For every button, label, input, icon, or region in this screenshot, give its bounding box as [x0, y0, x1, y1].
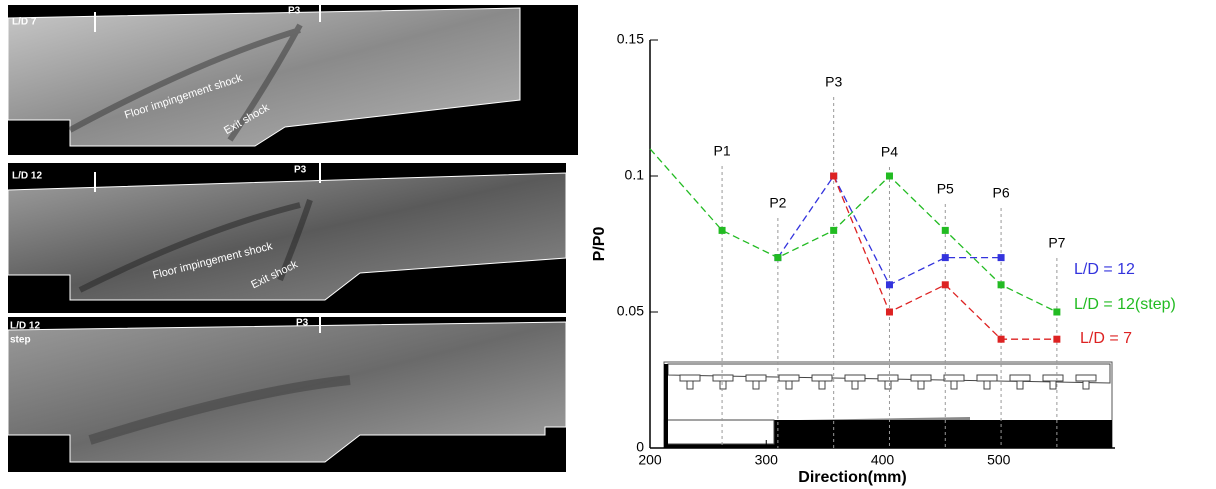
marker [941, 254, 949, 262]
port [712, 374, 734, 382]
series-line [649, 148, 1058, 313]
port-stem [1082, 380, 1090, 390]
x-tick-label: 200 [638, 452, 662, 468]
probe-label: P3 [294, 165, 307, 176]
y-axis-title: P/P0 [591, 227, 608, 262]
port [745, 374, 767, 382]
marker [718, 226, 726, 234]
port [910, 374, 932, 382]
y-tick-label: 0 [636, 439, 644, 455]
schematic-edge [664, 364, 668, 448]
port-stem [983, 380, 991, 390]
plot: 0 0.05 0.1 0.15 200 300 400 500 Direction(mm) P/P… [591, 31, 1176, 487]
port-stem [950, 380, 958, 390]
port [778, 374, 800, 382]
nozzle-schematic [663, 361, 1113, 449]
x-tick-label: 500 [987, 452, 1011, 468]
port [976, 374, 998, 382]
legend-entry: L/D = 12(step) [1074, 296, 1176, 313]
marker [885, 308, 893, 316]
y-tick-label: 0.15 [617, 31, 644, 47]
point-label: P5 [937, 181, 954, 197]
schematic-ramp [800, 417, 970, 420]
port-stem [818, 380, 826, 390]
y-tick-label: 0.05 [617, 303, 644, 319]
x-axis-title: Direction(mm) [798, 469, 906, 486]
x-tick-label: 400 [871, 452, 895, 468]
legend-entry: L/D = 12 [1074, 261, 1135, 278]
port-stem [851, 380, 859, 390]
point-label: P4 [881, 144, 898, 160]
marker [774, 254, 782, 262]
marker [830, 226, 838, 234]
port [679, 374, 701, 382]
marker [997, 281, 1005, 289]
shock-shadow [88, 375, 351, 445]
legend-entry: L/D = 7 [1080, 330, 1132, 347]
marker [1053, 335, 1061, 343]
point-label: P6 [993, 185, 1010, 201]
point-label: P3 [825, 74, 842, 90]
port [844, 374, 866, 382]
port-stem [884, 380, 892, 390]
port [877, 374, 899, 382]
probe-label: P3 [288, 6, 301, 17]
marker [885, 172, 893, 180]
probe-label: P3 [296, 318, 309, 329]
port-stem [1049, 380, 1057, 390]
port-stem [1016, 380, 1024, 390]
port [811, 374, 833, 382]
port [1075, 374, 1097, 382]
port [943, 374, 965, 382]
x-tick-label: 300 [755, 452, 779, 468]
point-label: P7 [1048, 235, 1065, 251]
y-tick-label: 0.1 [625, 167, 645, 183]
marker [830, 172, 838, 180]
panel-label: L/D 12 [10, 321, 40, 332]
panel-image [7, 7, 521, 147]
marker [885, 281, 893, 289]
port [1042, 374, 1064, 382]
shock-shadow [78, 199, 313, 293]
ports [679, 374, 1097, 390]
port-stem [917, 380, 925, 390]
port-stem [752, 380, 760, 390]
point-label: P1 [714, 143, 731, 159]
point-label: P2 [769, 195, 786, 211]
panel-image [7, 172, 567, 301]
marker [997, 335, 1005, 343]
port-stem [719, 380, 727, 390]
panel-label: L/D 7 [12, 17, 37, 28]
marker [1053, 308, 1061, 316]
port [1009, 374, 1031, 382]
shock-shadow [68, 23, 303, 142]
panel-label: L/D 12 [12, 171, 42, 182]
panel-sublabel: step [10, 335, 31, 346]
port-stem [686, 380, 694, 390]
marker [941, 281, 949, 289]
schlieren-panel: L/D 12 P3 Floor impingement shock Exit s… [7, 163, 567, 313]
marker [997, 254, 1005, 262]
marker [941, 226, 949, 234]
port-stem [785, 380, 793, 390]
schlieren-panel: L/D 12 step P3 [7, 317, 567, 472]
schlieren-panel: L/D 7 P3 Floor impingement shock Exit sh… [7, 5, 578, 155]
panel-image [7, 321, 567, 463]
schematic-step [663, 419, 775, 445]
